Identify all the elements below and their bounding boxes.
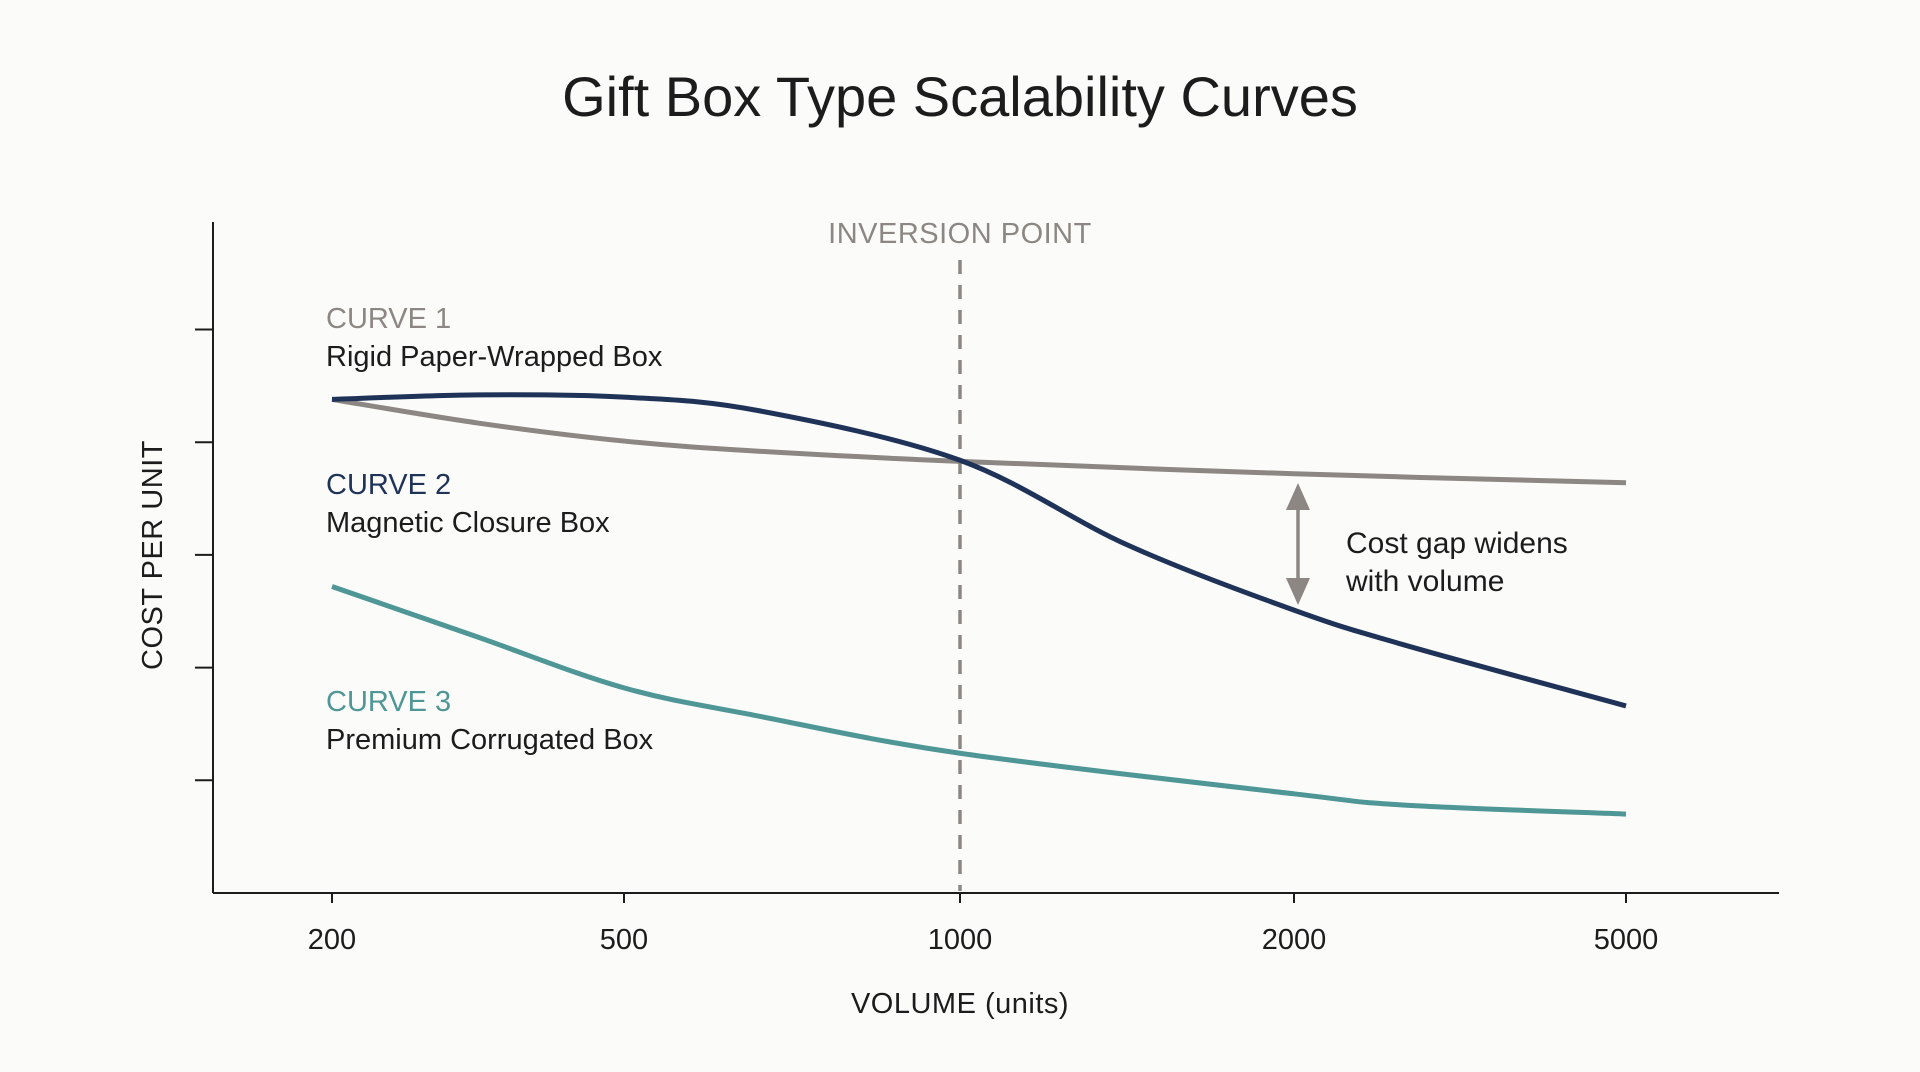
chart-title: Gift Box Type Scalability Curves [562,65,1358,128]
gap-arrow [1286,483,1310,605]
gap-annotation-line-1: Cost gap widens [1346,527,1568,560]
curve-2-name: Magnetic Closure Box [326,507,610,539]
curve-1-name: Rigid Paper-Wrapped Box [326,341,663,373]
arrow-up-icon [1286,483,1310,510]
x-tick-labels: 200 500 1000 2000 5000 [308,924,1658,956]
curve-3-name: Premium Corrugated Box [326,724,654,756]
x-tick-label: 200 [308,924,356,956]
curve-3-label: CURVE 3 [326,686,451,718]
x-tick-label: 2000 [1262,924,1327,956]
curve-1-label: CURVE 1 [326,303,451,335]
y-axis-label: COST PER UNIT [137,440,169,670]
axes [195,222,1779,903]
x-tick-label: 1000 [928,924,993,956]
series-group [331,392,1627,817]
x-axis-label: VOLUME (units) [851,988,1069,1020]
x-tick-label: 500 [600,924,648,956]
arrow-down-icon [1286,578,1310,605]
series-line-curve-1 [331,396,1627,486]
curve-2-label: CURVE 2 [326,469,451,501]
series-line-curve-3 [331,584,1627,817]
gap-annotation-line-2: with volume [1345,565,1504,598]
series-line-curve-2 [331,392,1627,709]
inversion-point-label: INVERSION POINT [828,218,1092,250]
x-tick-label: 5000 [1594,924,1659,956]
